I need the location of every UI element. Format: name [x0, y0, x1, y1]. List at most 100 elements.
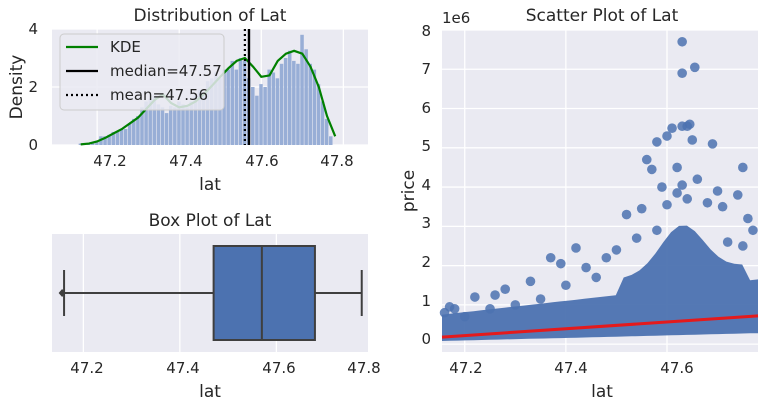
- histogram-y-tick: 4: [28, 20, 38, 38]
- histogram-bar: [308, 63, 312, 145]
- boxplot-x-tick: 47.8: [347, 359, 380, 377]
- scatter-point: [621, 209, 632, 220]
- scatter-point: [459, 311, 470, 322]
- scatter-point: [717, 201, 728, 212]
- dense-point-cloud: [442, 225, 758, 341]
- histogram-bar: [103, 136, 107, 145]
- scatter-y-tick: 5: [421, 137, 431, 155]
- histogram-bar: [115, 131, 120, 145]
- histogram-bar: [283, 58, 288, 145]
- scatter-title: Scatter Plot of Lat: [526, 6, 679, 26]
- scatter-point: [702, 197, 713, 208]
- histogram-bar: [267, 69, 271, 145]
- scatter-point: [690, 62, 700, 73]
- histogram-bar: [275, 78, 280, 145]
- scatter-point: [682, 194, 693, 204]
- histogram-bar: [95, 142, 99, 145]
- histogram-bar: [238, 58, 243, 145]
- histogram-bar: [177, 101, 181, 145]
- scatter-point: [444, 302, 455, 312]
- histogram-bar: [148, 98, 152, 145]
- histogram-bar: [168, 105, 173, 145]
- scatter-y-tick: 7: [421, 60, 431, 78]
- histogram-x-tick: 47.4: [169, 152, 202, 170]
- scatter-y-label: price: [399, 170, 419, 212]
- histogram-bar: [152, 95, 157, 145]
- histogram-bar: [193, 95, 198, 145]
- histogram-bar: [316, 84, 321, 145]
- histogram-bar: [210, 78, 214, 145]
- histogram-bar: [320, 101, 325, 145]
- histogram-bar: [292, 60, 296, 145]
- scatter-x-tick: 47.4: [554, 359, 587, 377]
- scatter-point: [732, 190, 743, 200]
- scatter-point: [500, 284, 511, 294]
- histogram-bar: [287, 50, 292, 145]
- histogram-bar: [304, 49, 308, 145]
- scatter-point: [545, 252, 556, 263]
- scatter-point: [591, 272, 602, 283]
- scatter-point: [510, 300, 521, 310]
- scatter-point: [677, 68, 687, 78]
- histogram-bar: [324, 118, 329, 145]
- outlier: [58, 289, 66, 297]
- histogram-bar: [111, 131, 116, 145]
- boxplot-x-tick: 47.6: [262, 359, 295, 377]
- histogram-bar: [136, 116, 140, 145]
- histogram-panel: Distribution of Lat lat Density 0 2 4 47…: [7, 6, 368, 195]
- histogram-bar: [300, 34, 304, 145]
- scatter-y-tick: 1: [421, 292, 431, 310]
- histogram-x-tick: 47.6: [245, 152, 278, 170]
- scatter-point: [631, 233, 642, 243]
- histogram-bar: [279, 63, 284, 145]
- histogram-bar: [255, 95, 259, 145]
- histogram-x-label: lat: [199, 175, 221, 195]
- histogram-bar: [230, 60, 235, 145]
- scatter-point: [581, 262, 591, 273]
- histogram-bar: [296, 63, 300, 145]
- scatter-point: [677, 180, 687, 190]
- histogram-bar: [271, 72, 276, 145]
- scatter-point: [662, 131, 672, 141]
- scatter-point: [652, 225, 662, 236]
- scatter-point: [601, 252, 612, 263]
- legend-median-label: median=47.57: [110, 62, 222, 80]
- histogram-bar: [218, 78, 222, 145]
- scatter-point: [490, 290, 500, 300]
- scatter-point: [571, 243, 581, 253]
- boxplot-panel: Box Plot of Lat lat 47.2 47.4 47.6 47.8: [52, 211, 381, 402]
- scatter-point: [743, 213, 753, 224]
- legend-kde-label: KDE: [110, 38, 141, 56]
- scatter-y-tick: 0: [421, 330, 431, 348]
- scatter-point: [652, 137, 662, 147]
- scatter-point: [672, 188, 682, 198]
- histogram-bar: [107, 134, 111, 145]
- scatter-point: [692, 174, 703, 185]
- scatter-point: [687, 135, 698, 145]
- scatter-point: [682, 121, 693, 132]
- histogram-bar: [144, 101, 148, 145]
- scatter-point: [712, 186, 723, 196]
- histogram-y-tick: 0: [28, 136, 38, 154]
- scatter-point: [611, 245, 622, 255]
- histogram-bar: [251, 87, 255, 145]
- scatter-point: [738, 162, 748, 173]
- scatter-scale-label: 1e6: [442, 9, 470, 27]
- histogram-bar: [140, 107, 144, 145]
- scatter-x-tick: 47.2: [449, 359, 482, 377]
- legend-mean-label: mean=47.56: [110, 86, 208, 104]
- histogram-bar: [119, 129, 124, 145]
- histogram-bar: [160, 107, 165, 145]
- histogram-y-tick: 2: [28, 78, 38, 96]
- scatter-y-tick: 4: [421, 176, 431, 194]
- histogram-bar: [164, 113, 169, 145]
- scatter-point: [707, 139, 718, 149]
- scatter-point: [672, 162, 682, 173]
- scatter-point: [657, 182, 667, 192]
- scatter-point: [647, 164, 657, 175]
- scatter-point: [748, 225, 758, 236]
- scatter-point: [525, 276, 536, 287]
- trend-line: [441, 314, 759, 339]
- histogram-bar: [181, 104, 185, 145]
